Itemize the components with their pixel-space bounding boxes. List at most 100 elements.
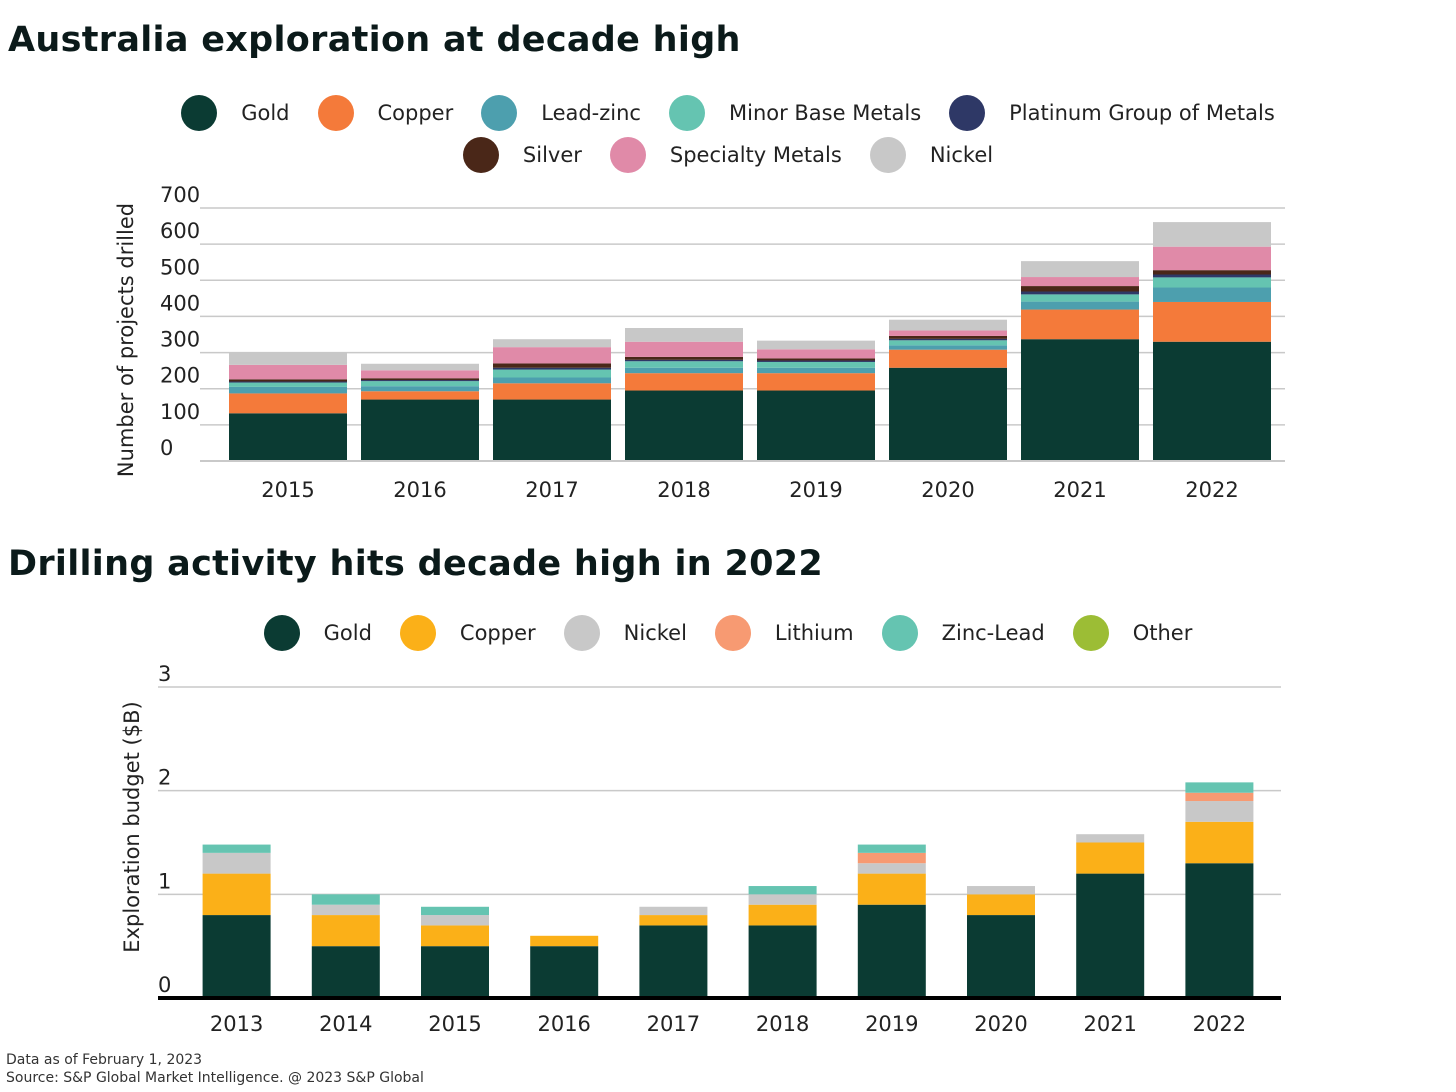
legend-swatch: [563, 615, 600, 651]
footnote-source: Source: S&P Global Market Intelligence. …: [6, 1070, 424, 1086]
undefined-bar-specialty-metals-2016: [361, 370, 479, 379]
chart2-legend-item-gold: Gold: [263, 615, 372, 651]
undefined-bar-minor-base-metals-2016: [361, 381, 479, 387]
undefined-xtick-label: 2017: [647, 1012, 700, 1036]
undefined-bar-platinum-group-of-metals-2019: [757, 360, 875, 362]
legend-label: Lead-zinc: [541, 101, 641, 125]
undefined-bar-copper-2013: [202, 873, 271, 916]
undefined-bar-lithium-2022: [1185, 792, 1254, 802]
chart1-legend-item-specialty-metals: Specialty Metals: [609, 137, 842, 173]
undefined-xtick-label: 2019: [865, 1012, 918, 1036]
legend-swatch: [181, 95, 218, 131]
undefined-bar-copper-2016: [361, 391, 479, 400]
chart2-plot: 0 1 2 3 2013 2014 2015 2016 2017 2018 2019 2020 2021…: [120, 662, 1281, 1036]
legend-label: Other: [1132, 621, 1193, 645]
undefined-bar-copper-2018: [748, 904, 817, 926]
undefined-bar-gold-2021: [1021, 339, 1139, 461]
chart2-legend-item-other: Other: [1072, 615, 1193, 651]
undefined-bar-nickel-2019: [857, 863, 926, 874]
undefined-bar-lead-zinc-2020: [889, 345, 1007, 350]
undefined-ytick-label: 1: [158, 869, 171, 893]
legend-swatch: [668, 95, 705, 131]
legend-swatch: [263, 615, 300, 651]
undefined-bar-silver-2021: [1021, 286, 1139, 292]
undefined-bar-copper-2022: [1185, 821, 1254, 864]
undefined-bar-nickel-2019: [757, 340, 875, 350]
undefined-bar-platinum-group-of-metals-2016: [361, 380, 479, 382]
undefined-bar-gold-2018: [625, 390, 743, 461]
legend-label: Gold: [241, 101, 290, 125]
undefined-bar-specialty-metals-2017: [493, 347, 611, 364]
undefined-bar-nickel-2013: [202, 852, 271, 874]
undefined-bar-nickel-2018: [748, 894, 817, 905]
legend-label: Platinum Group of Metals: [1009, 101, 1275, 125]
undefined-bar-nickel-2021: [1021, 261, 1139, 278]
undefined-bar-lead-zinc-2022: [1153, 287, 1271, 302]
undefined-bar-copper-2019: [757, 373, 875, 391]
chart1-legend-item-nickel: Nickel: [869, 137, 994, 173]
undefined-bar-nickel-2017: [639, 906, 708, 916]
undefined-bar-silver-2020: [889, 335, 1007, 339]
undefined-bar-lead-zinc-2021: [1021, 301, 1139, 310]
chart2-legend: Gold Copper Nickel Lithium Zinc-Lead Other: [0, 612, 1456, 654]
undefined-xtick-label: 2018: [657, 478, 710, 502]
legend-swatch: [609, 137, 646, 173]
undefined-bar-gold-2022: [1185, 863, 1254, 998]
undefined-bar-zinc-lead-2013: [202, 844, 271, 853]
chart1-legend: Gold Copper Lead-zinc Minor Base Metals Plat…: [0, 92, 1456, 176]
undefined-bar-zinc-lead-2022: [1185, 782, 1254, 793]
undefined-bar-copper-2015: [229, 393, 347, 414]
chart1-legend-row: Gold Copper Lead-zinc Minor Base Metals Plat…: [0, 92, 1456, 134]
undefined-bar-gold-2014: [311, 946, 380, 998]
undefined-bar-minor-base-metals-2021: [1021, 294, 1139, 302]
chart1-legend-item-gold: Gold: [181, 95, 290, 131]
undefined-xtick-label: 2014: [319, 1012, 372, 1036]
undefined-bar-minor-base-metals-2018: [625, 361, 743, 368]
undefined-bar-copper-2020: [889, 349, 1007, 368]
undefined-bar-gold-2022: [1153, 341, 1271, 461]
undefined-bar-nickel-2020: [967, 886, 1035, 895]
chart2-legend-item-copper: Copper: [399, 615, 536, 651]
undefined-bar-zinc-lead-2015: [421, 906, 489, 916]
undefined-bar-copper-2021: [1076, 842, 1145, 874]
undefined-bar-lead-zinc-2017: [493, 377, 611, 384]
legend-swatch: [399, 615, 436, 651]
undefined-bar-lead-zinc-2015: [229, 386, 347, 394]
undefined-xtick-label: 2021: [1083, 1012, 1136, 1036]
undefined-bar-lithium-2019: [857, 852, 926, 864]
undefined-xtick-label: 2018: [756, 1012, 809, 1036]
undefined-xtick-label: 2020: [921, 478, 974, 502]
legend-label: Copper: [459, 621, 536, 645]
undefined-bar-platinum-group-of-metals-2017: [493, 367, 611, 370]
legend-label: Nickel: [929, 143, 994, 167]
undefined-bar-copper-2022: [1153, 301, 1271, 342]
undefined-bar-copper-2014: [311, 915, 380, 947]
undefined-ytick-label: 700: [160, 183, 200, 207]
undefined-bar-specialty-metals-2019: [757, 349, 875, 359]
undefined-ytick-label: 100: [160, 400, 200, 424]
undefined-ytick-label: 2: [158, 766, 171, 790]
undefined-bar-copper-2020: [967, 894, 1035, 916]
undefined-bar-minor-base-metals-2015: [229, 382, 347, 387]
footnote-date: Data as of February 1, 2023: [6, 1052, 203, 1068]
undefined-xtick-label: 2015: [261, 478, 314, 502]
undefined-bar-gold-2020: [967, 915, 1035, 998]
undefined-bar-gold-2020: [889, 367, 1007, 461]
undefined-bar-silver-2018: [625, 356, 743, 360]
undefined-bar-copper-2018: [625, 373, 743, 391]
undefined-bar-gold-2016: [530, 946, 599, 998]
undefined-bar-specialty-metals-2018: [625, 341, 743, 357]
undefined-bar-copper-2017: [493, 383, 611, 400]
undefined-ytick-label: 600: [160, 219, 200, 243]
undefined-bar-zinc-lead-2019: [857, 844, 926, 853]
chart2-legend-item-lithium: Lithium: [714, 615, 854, 651]
undefined-xtick-label: 2016: [537, 1012, 590, 1036]
undefined-bar-specialty-metals-2022: [1153, 246, 1271, 271]
undefined-bar-gold-2016: [361, 399, 479, 461]
undefined-xtick-label: 2016: [393, 478, 446, 502]
undefined-bar-platinum-group-of-metals-2022: [1153, 274, 1271, 278]
undefined-ytick-label: 0: [158, 973, 171, 997]
undefined-bar-minor-base-metals-2019: [757, 361, 875, 368]
legend-swatch: [1072, 615, 1109, 651]
chart1-legend-item-lead-zinc: Lead-zinc: [481, 95, 641, 131]
